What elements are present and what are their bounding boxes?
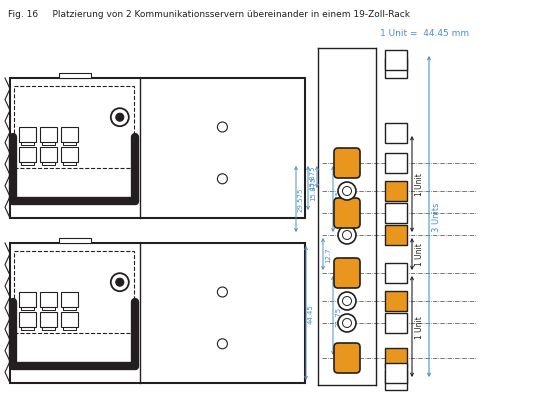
Bar <box>19 127 36 142</box>
Bar <box>385 182 407 202</box>
Circle shape <box>338 226 356 244</box>
Bar <box>59 238 91 243</box>
Text: 29.575: 29.575 <box>298 188 304 212</box>
Bar <box>61 147 78 162</box>
Circle shape <box>343 187 351 196</box>
Circle shape <box>343 231 351 240</box>
Text: 1 Unit: 1 Unit <box>415 243 424 266</box>
Circle shape <box>217 339 228 349</box>
Circle shape <box>343 319 351 328</box>
Bar <box>61 312 78 327</box>
Circle shape <box>338 183 356 201</box>
Bar <box>385 59 407 79</box>
Bar <box>385 313 407 333</box>
Bar <box>61 292 78 307</box>
Text: 44.45: 44.45 <box>308 304 314 323</box>
Text: 15.875: 15.875 <box>309 165 315 190</box>
FancyBboxPatch shape <box>334 149 360 178</box>
Bar <box>10 243 305 383</box>
Bar <box>61 127 78 142</box>
Bar <box>19 292 36 307</box>
Circle shape <box>217 287 228 297</box>
Bar <box>385 154 407 173</box>
Bar <box>59 74 91 79</box>
Circle shape <box>338 292 356 310</box>
Circle shape <box>111 273 129 292</box>
Circle shape <box>217 174 228 184</box>
Text: Fig. 16     Platzierung von 2 Kommunikationsservern übereinander in einem 19-Zol: Fig. 16 Platzierung von 2 Kommunikations… <box>8 9 410 19</box>
Bar <box>14 87 134 168</box>
Bar <box>40 147 57 162</box>
Circle shape <box>338 314 356 332</box>
Text: 12.7: 12.7 <box>325 247 331 262</box>
Text: 15.875: 15.875 <box>310 176 316 201</box>
Bar <box>14 252 134 333</box>
Circle shape <box>116 278 124 287</box>
Text: 1 Unit =  44.45 mm: 1 Unit = 44.45 mm <box>380 29 469 38</box>
Bar <box>19 312 36 327</box>
Text: 31.75: 31.75 <box>335 306 341 326</box>
Bar <box>385 348 407 368</box>
Text: 1 Unit: 1 Unit <box>415 315 424 338</box>
Bar <box>385 263 407 283</box>
Bar <box>385 363 407 383</box>
FancyBboxPatch shape <box>334 259 360 288</box>
Bar <box>385 225 407 245</box>
Bar <box>19 147 36 162</box>
Circle shape <box>111 109 129 127</box>
Text: 3 Units: 3 Units <box>432 202 441 232</box>
Bar <box>385 51 407 71</box>
Bar <box>385 370 407 390</box>
Circle shape <box>343 297 351 306</box>
Text: 31.75: 31.75 <box>335 190 341 209</box>
Bar <box>385 124 407 144</box>
Bar <box>10 79 305 218</box>
Bar <box>40 292 57 307</box>
FancyBboxPatch shape <box>334 199 360 228</box>
Bar <box>40 127 57 142</box>
Bar <box>385 291 407 311</box>
Circle shape <box>116 114 124 122</box>
Bar <box>40 312 57 327</box>
Bar <box>385 204 407 223</box>
FancyBboxPatch shape <box>334 343 360 373</box>
Circle shape <box>217 123 228 133</box>
Text: 1 Unit: 1 Unit <box>415 173 424 196</box>
